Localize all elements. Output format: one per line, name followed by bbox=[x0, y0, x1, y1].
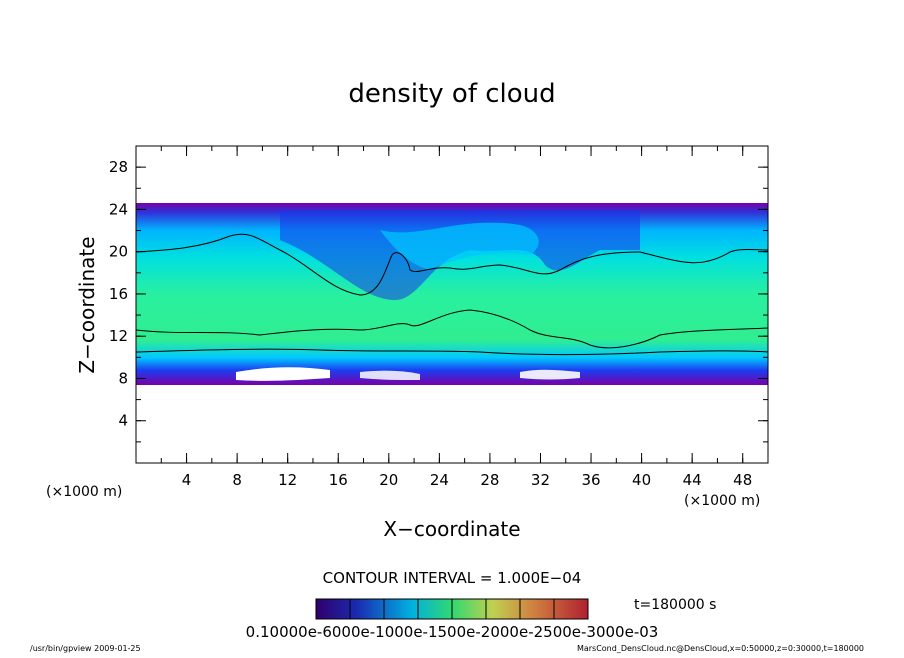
plot-frame bbox=[135, 145, 769, 464]
contour-line bbox=[136, 233, 768, 296]
contour-interval: CONTOUR INTERVAL = 1.000E−04 bbox=[323, 569, 582, 587]
clear-gap bbox=[236, 367, 330, 381]
colorbar-ticks bbox=[315, 599, 589, 619]
y-tick-label: 8 bbox=[118, 369, 128, 387]
footer-left: /usr/bin/gpview 2009-01-25 bbox=[30, 644, 141, 653]
x-axis-label: X−coordinate bbox=[383, 517, 520, 541]
y-tick-label: 28 bbox=[109, 158, 128, 176]
chart-title: density of cloud bbox=[348, 79, 555, 109]
x-tick-label: 36 bbox=[581, 471, 600, 489]
y-tick-label: 12 bbox=[109, 327, 128, 345]
y-tick-label: 16 bbox=[109, 285, 128, 303]
x-tick-label: 32 bbox=[531, 471, 550, 489]
x-tick-label: 20 bbox=[379, 471, 398, 489]
contour-line-lower bbox=[136, 309, 768, 349]
x-unit-right: (×1000 m) bbox=[684, 493, 760, 509]
x-tick-label: 28 bbox=[480, 471, 499, 489]
upper-plume bbox=[280, 210, 640, 300]
x-tick-label: 8 bbox=[232, 471, 242, 489]
contour-line-bottom bbox=[136, 348, 768, 356]
cloud-field bbox=[136, 203, 768, 385]
cyan-patch bbox=[380, 222, 539, 270]
colorbar-labels: 0.10000e-6000e-1000e-1500e-2000e-2500e-3… bbox=[246, 623, 659, 641]
y-tick-label: 24 bbox=[109, 200, 128, 218]
x-tick-label: 40 bbox=[632, 471, 651, 489]
y-axis-label: Z−coordinate bbox=[75, 236, 99, 373]
time-label: t=180000 s bbox=[634, 597, 716, 613]
x-unit-left: (×1000 m) bbox=[46, 484, 122, 500]
clear-gap-2 bbox=[520, 369, 580, 380]
x-tick-label: 44 bbox=[683, 471, 702, 489]
x-tick-label: 24 bbox=[430, 471, 449, 489]
x-tick-label: 48 bbox=[733, 471, 752, 489]
footer-right: MarsCond_DensCloud.nc@DensCloud,x=0:5000… bbox=[576, 644, 864, 653]
x-ticks: 4 8 12 16 20 24 28 32 36 40 44 48 bbox=[135, 146, 769, 489]
x-tick-label: 12 bbox=[278, 471, 297, 489]
y-tick-label: 20 bbox=[109, 243, 128, 261]
clear-gap-3 bbox=[360, 370, 420, 380]
y-tick-label: 4 bbox=[118, 412, 128, 430]
x-tick-label: 16 bbox=[329, 471, 348, 489]
x-tick-label: 4 bbox=[182, 471, 192, 489]
y-ticks: 4 8 12 16 20 24 28 bbox=[109, 145, 768, 464]
